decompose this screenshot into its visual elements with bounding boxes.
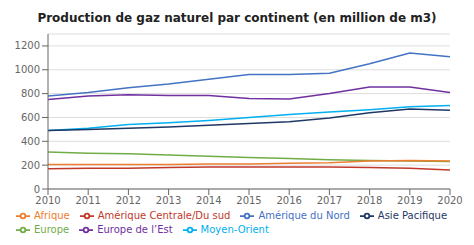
html-text:Production de gaz naturel par: Production de gaz naturel par continent …	[37, 11, 437, 25]
svg-text:2018: 2018	[357, 195, 382, 206]
html-text:Amérique du Nord: Amérique du Nord	[258, 210, 350, 221]
html-text:Asie Pacifique: Asie Pacifique	[377, 210, 448, 221]
svg-text:2012: 2012	[116, 195, 141, 206]
html-text:Afrique: Afrique	[34, 210, 70, 221]
svg-text:1000: 1000	[15, 64, 40, 75]
svg-text:2010: 2010	[35, 195, 60, 206]
svg-text:2020: 2020	[437, 195, 462, 206]
svg-text:1200: 1200	[15, 40, 40, 51]
svg-text:0: 0	[34, 184, 40, 195]
svg-text:2017: 2017	[317, 195, 342, 206]
svg-text:2015: 2015	[236, 195, 261, 206]
svg-text:2013: 2013	[156, 195, 181, 206]
svg-text:200: 200	[21, 160, 40, 171]
svg-text:600: 600	[21, 112, 40, 123]
html-text:Amérique Centrale/Du sud: Amérique Centrale/Du sud	[97, 210, 231, 221]
svg-text:400: 400	[21, 136, 40, 147]
html-text:Europe: Europe	[34, 224, 70, 235]
svg-text:800: 800	[21, 88, 40, 99]
html-text:Moyen-Orient: Moyen-Orient	[200, 224, 269, 235]
svg-text:2011: 2011	[75, 195, 100, 206]
svg-text:2014: 2014	[196, 195, 221, 206]
svg-text:2016: 2016	[276, 195, 301, 206]
svg-text:2019: 2019	[397, 195, 422, 206]
html-text:Europe de l’Est: Europe de l’Est	[97, 224, 173, 235]
